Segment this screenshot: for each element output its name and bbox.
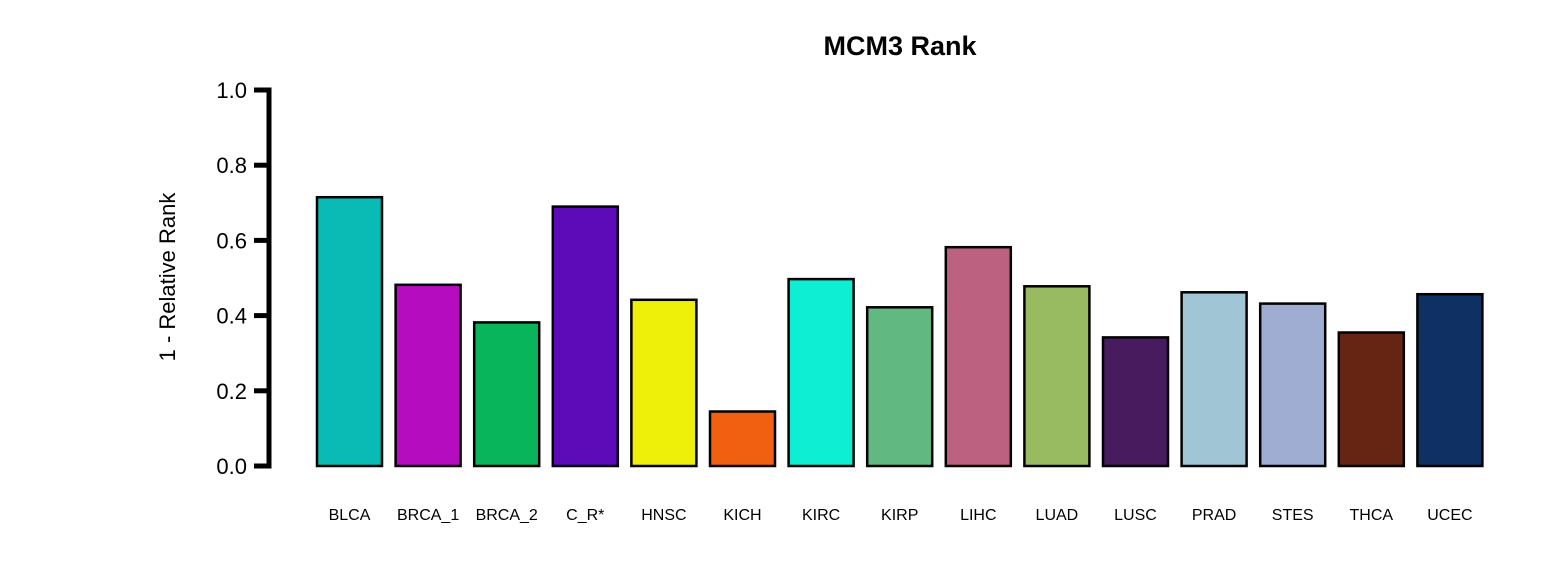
y-tick-label: 0.0 xyxy=(216,454,247,479)
x-tick-label: THCA xyxy=(1350,507,1394,524)
x-tick-label: KIRC xyxy=(802,507,840,524)
chart-title: MCM3 Rank xyxy=(823,31,977,61)
x-tick-label: UCEC xyxy=(1427,507,1472,524)
bar-stes xyxy=(1258,302,1327,468)
x-tick-label: LUSC xyxy=(1114,507,1157,524)
x-tick-label: C_R* xyxy=(566,507,604,524)
bar-lusc xyxy=(1101,336,1170,468)
x-tick-label: LUAD xyxy=(1036,507,1079,524)
bar-kirp xyxy=(865,306,934,468)
bars xyxy=(315,195,1484,468)
y-axis-label: 1 - Relative Rank xyxy=(155,192,180,362)
x-tick-label: HNSC xyxy=(641,507,686,524)
bar-lihc xyxy=(944,245,1013,468)
bar-thca xyxy=(1337,331,1406,468)
y-axis: 0.0 0.2 0.4 0.6 0.8 1.0 xyxy=(216,78,272,479)
x-tick-label: BRCA_2 xyxy=(476,507,538,524)
y-tick-label: 0.8 xyxy=(216,153,247,178)
bar-luad xyxy=(1023,285,1091,468)
x-tick-label: KICH xyxy=(723,507,761,524)
x-tick-label: BRCA_1 xyxy=(397,507,459,524)
bar-kirc xyxy=(787,277,855,468)
y-tick-label: 0.4 xyxy=(216,304,247,329)
bar-brca-2 xyxy=(472,321,541,468)
x-tick-labels: BLCA BRCA_1 BRCA_2 C_R* HNSC KICH KIRC KIRP LIHC… xyxy=(329,507,1473,524)
bar-c-r xyxy=(551,205,620,468)
bar-kich xyxy=(708,410,777,468)
x-tick-label: KIRP xyxy=(881,507,918,524)
bar-hnsc xyxy=(630,298,698,468)
x-tick-label: STES xyxy=(1272,507,1314,524)
x-tick-label: BLCA xyxy=(329,507,371,524)
bar-ucec xyxy=(1416,292,1484,468)
x-tick-label: LIHC xyxy=(960,507,996,524)
y-tick-label: 0.6 xyxy=(216,228,247,253)
y-tick-label: 0.2 xyxy=(216,379,247,404)
bar-brca-1 xyxy=(394,283,462,468)
y-tick-label: 1.0 xyxy=(216,78,247,103)
x-tick-label: PRAD xyxy=(1192,507,1236,524)
bar-blca xyxy=(315,195,384,468)
bar-prad xyxy=(1180,291,1248,468)
